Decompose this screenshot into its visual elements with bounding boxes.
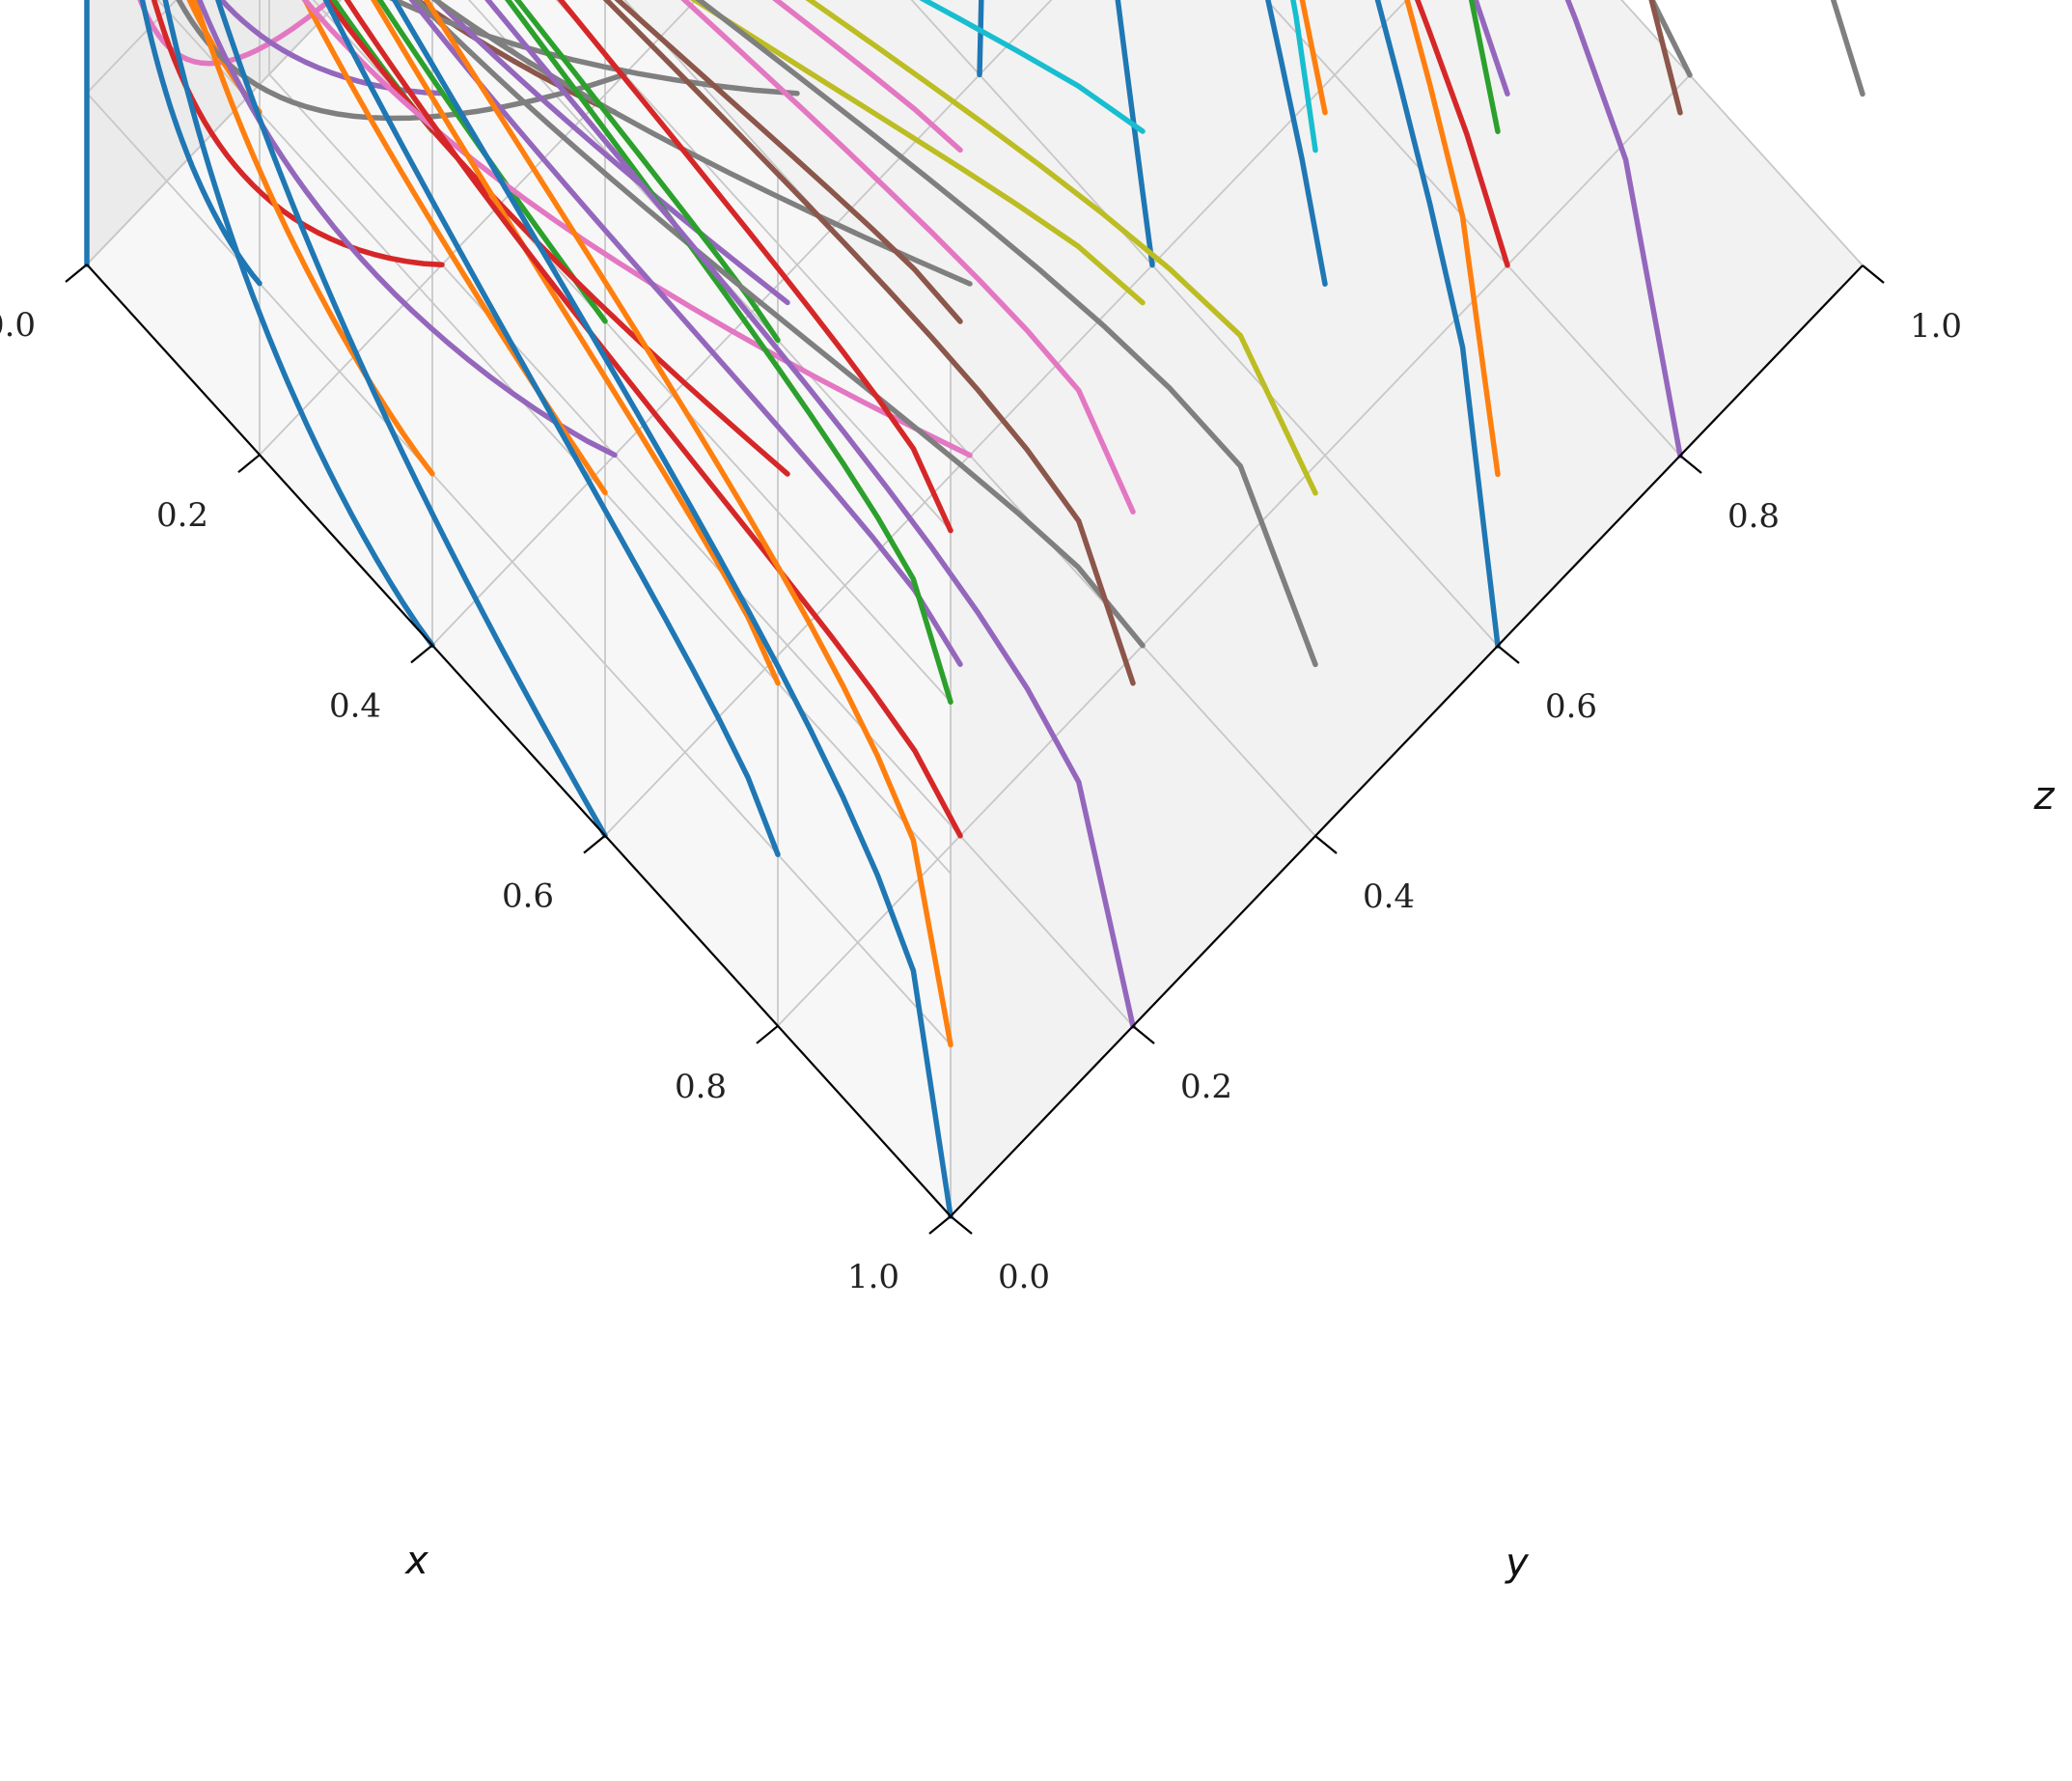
- floor-grid-x-2: [431, 0, 1053, 647]
- right-wall-grid-z-0: [86, 0, 343, 265]
- trajectory-60: [215, 0, 608, 839]
- trajectory-107: [695, 0, 1318, 668]
- trajectory-40: [162, 0, 435, 649]
- x-axis-label: x: [403, 1539, 428, 1583]
- y-tick-3: [1497, 645, 1520, 664]
- y-tick-5: [1862, 264, 1885, 284]
- x-tick-label-0: 0.0: [0, 306, 36, 345]
- y-tick-label-4: 0.8: [1727, 497, 1780, 536]
- y-tick-label-0: 0.0: [998, 1258, 1050, 1296]
- trajectory-100: [391, 0, 953, 1219]
- trajectory-44: [196, 0, 618, 459]
- y-tick-label-2: 0.4: [1363, 877, 1415, 916]
- floor-grid-x-3: [604, 0, 1408, 837]
- y-tick-0: [950, 1215, 973, 1235]
- y-tick-1: [1132, 1025, 1155, 1044]
- x-tick-label-3: 0.6: [502, 877, 554, 916]
- x-tick-5: [928, 1215, 952, 1235]
- trajectory-102: [505, 0, 953, 705]
- trajectory-105: [602, 0, 1136, 686]
- trajectory-66: [301, 0, 973, 459]
- y-tick-4: [1679, 455, 1702, 474]
- y-tick-label-1: 0.2: [1180, 1068, 1232, 1106]
- trajectory-87: [413, 0, 1146, 649]
- floor-grid-y-4: [1265, 0, 1681, 457]
- x-tick-1: [237, 454, 261, 474]
- left-wall-grid-z-1: [86, 92, 952, 1046]
- x-tick-label-5: 1.0: [847, 1258, 899, 1296]
- floor-grid-y-5: [1620, 0, 1864, 266]
- trajectory-106: [680, 0, 1136, 515]
- trajectory-62: [376, 0, 608, 324]
- x-tick-0: [65, 264, 88, 283]
- trajectory-80: [322, 0, 781, 857]
- x-tick-label-2: 0.4: [329, 686, 381, 725]
- trajectory-84: [408, 0, 963, 667]
- trajectory-64: [432, 0, 790, 306]
- trajectory-23: [151, 0, 445, 267]
- x-tick-4: [756, 1024, 779, 1044]
- trajectory-41: [192, 0, 435, 477]
- trajectory-82: [513, 0, 781, 344]
- trajectory-24: [218, 0, 445, 97]
- floor-grid-x-1: [259, 0, 698, 456]
- trajectory-101: [423, 0, 953, 1048]
- x-axis-line: [86, 264, 952, 1217]
- x-tick-3: [583, 834, 606, 854]
- trajectory-20: [139, 0, 262, 287]
- y-tick-label-5: 1.0: [1910, 307, 1962, 346]
- axes: [65, 264, 1885, 1235]
- x-tick-label-4: 0.8: [675, 1068, 727, 1106]
- y-tick-label-3: 0.6: [1545, 687, 1597, 726]
- y-axis-line: [950, 264, 1864, 1217]
- y-axis-label: y: [1505, 1541, 1530, 1585]
- trajectory-61: [301, 0, 608, 496]
- x-tick-label-1: 0.2: [156, 496, 208, 535]
- y-tick-2: [1314, 835, 1338, 854]
- trajectory-103: [557, 0, 953, 534]
- trajectory-6: [137, 0, 335, 67]
- trajectory-104: [484, 0, 1136, 1029]
- x-tick-2: [410, 644, 433, 664]
- trajectory-21: [186, 0, 262, 115]
- floor-grid-x-4: [777, 74, 1691, 1027]
- tick-labels: 0.00.20.40.60.81.00.00.20.40.60.81.00.00…: [0, 306, 1962, 1296]
- floor-grid-y-1: [268, 73, 1134, 1027]
- floor-grid-y-3: [910, 0, 1499, 647]
- z-axis-label: z: [2033, 774, 2056, 819]
- trajectories: [84, 0, 1865, 1219]
